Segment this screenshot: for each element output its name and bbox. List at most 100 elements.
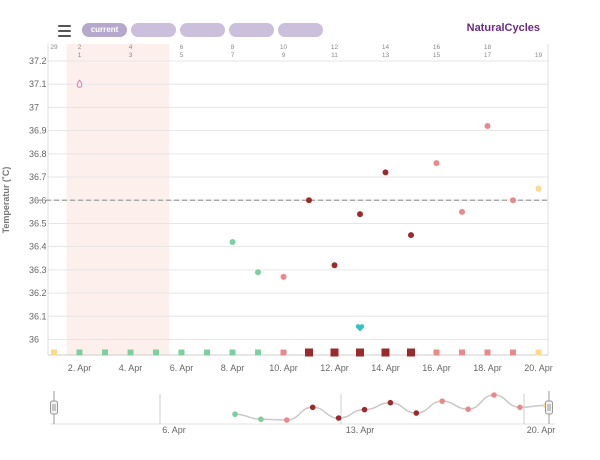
day-status-marker bbox=[102, 349, 108, 356]
navigator-point bbox=[232, 411, 238, 418]
y-tick-label: 36.2 bbox=[29, 288, 47, 298]
navigator-point bbox=[361, 406, 368, 413]
temperature-point bbox=[408, 232, 414, 239]
x-tick-label: 4. Apr bbox=[119, 363, 143, 373]
day-number-bottom: 3 bbox=[129, 52, 133, 59]
navigator-point bbox=[465, 406, 471, 413]
navigator-point bbox=[335, 415, 342, 421]
day-status-marker bbox=[76, 349, 83, 356]
y-tick-label: 36.4 bbox=[29, 242, 47, 252]
day-status-marker bbox=[484, 349, 491, 356]
temperature-point bbox=[382, 169, 389, 176]
cycle-tab-5[interactable] bbox=[278, 23, 323, 37]
day-number-bottom: 19 bbox=[535, 52, 543, 59]
cycle-tab-3[interactable] bbox=[180, 23, 225, 37]
mucus-drop-icon bbox=[76, 79, 83, 88]
temperature-point bbox=[280, 273, 287, 280]
day-status-marker bbox=[255, 349, 261, 356]
day-number-bottom: 7 bbox=[231, 52, 235, 59]
day-number-top: 10 bbox=[280, 44, 288, 51]
temperature-point bbox=[433, 160, 440, 167]
temperature-point bbox=[306, 197, 312, 204]
day-status-marker bbox=[356, 348, 364, 357]
day-status-marker bbox=[127, 349, 134, 356]
day-status-marker bbox=[535, 349, 542, 356]
day-number-top: 16 bbox=[433, 44, 441, 51]
day-number-bottom: 9 bbox=[282, 52, 286, 59]
navigator-handle-grip bbox=[545, 400, 553, 415]
navigator-label: 6. Apr bbox=[162, 425, 186, 435]
y-tick-label: 37.2 bbox=[29, 56, 47, 66]
day-number-top: 18 bbox=[484, 44, 492, 51]
y-tick-label: 37.1 bbox=[29, 79, 47, 89]
day-status-marker bbox=[433, 349, 440, 356]
navigator-handle-grip bbox=[50, 400, 58, 415]
day-number-bottom: 1 bbox=[78, 52, 82, 59]
temperature-point bbox=[357, 211, 363, 218]
brand-logo: NaturalCycles bbox=[466, 22, 540, 34]
menu-icon[interactable] bbox=[58, 25, 71, 37]
x-tick-label: 20. Apr bbox=[524, 363, 553, 373]
x-tick-label: 12. Apr bbox=[320, 363, 349, 373]
cycle-tab-2[interactable] bbox=[131, 23, 176, 37]
day-number-bottom: 11 bbox=[331, 52, 338, 59]
y-tick-label: 37 bbox=[29, 102, 39, 112]
day-status-marker bbox=[229, 349, 236, 356]
navigator-point bbox=[284, 417, 290, 423]
navigator-label: 20. Apr bbox=[527, 425, 556, 435]
day-number-top: 2 bbox=[78, 44, 82, 51]
day-status-marker bbox=[178, 349, 185, 356]
day-status-marker bbox=[305, 348, 313, 357]
x-tick-label: 16. Apr bbox=[422, 363, 451, 373]
navigator-series-line bbox=[234, 394, 546, 421]
day-status-marker bbox=[381, 348, 390, 357]
temperature-point bbox=[535, 185, 542, 192]
temperature-point bbox=[255, 269, 261, 276]
temperature-point bbox=[229, 239, 236, 246]
x-tick-label: 2. Apr bbox=[68, 363, 92, 373]
cycle-tab-current[interactable]: current bbox=[82, 23, 127, 37]
navigator-point bbox=[387, 399, 394, 406]
day-status-marker bbox=[510, 349, 516, 356]
x-tick-label: 8. Apr bbox=[221, 363, 245, 373]
ovulation-heart-icon bbox=[355, 324, 365, 332]
temperature-point bbox=[484, 122, 491, 129]
day-status-marker bbox=[280, 349, 287, 356]
navigator-point bbox=[413, 410, 420, 416]
x-tick-label: 10. Apr bbox=[269, 363, 298, 373]
y-tick-label: 36.6 bbox=[29, 195, 47, 205]
y-tick-label: 36.5 bbox=[29, 218, 47, 228]
navigator-point bbox=[517, 404, 523, 411]
y-tick-label: 36.1 bbox=[29, 311, 47, 321]
day-number-top: 29 bbox=[50, 44, 58, 51]
navigator-handle-left[interactable] bbox=[50, 391, 58, 424]
day-number-top: 8 bbox=[231, 44, 235, 51]
x-tick-label: 18. Apr bbox=[473, 363, 502, 373]
day-status-marker bbox=[459, 349, 465, 356]
navigator-handle-right[interactable] bbox=[545, 391, 553, 424]
day-number-bottom: 13 bbox=[382, 52, 390, 59]
y-tick-label: 36.9 bbox=[29, 126, 47, 136]
day-number-top: 6 bbox=[180, 44, 184, 51]
day-status-marker bbox=[204, 349, 210, 356]
day-status-marker bbox=[153, 349, 159, 356]
day-status-marker bbox=[330, 348, 339, 357]
navigator-point bbox=[491, 392, 497, 398]
y-tick-label: 36.3 bbox=[29, 265, 47, 275]
temperature-point bbox=[459, 208, 465, 215]
day-number-top: 12 bbox=[331, 44, 339, 51]
day-status-marker bbox=[51, 349, 57, 356]
y-tick-label: 36.8 bbox=[29, 149, 47, 159]
navigator-point bbox=[309, 404, 316, 411]
day-number-bottom: 5 bbox=[180, 52, 184, 59]
temperature-point bbox=[510, 197, 516, 204]
y-tick-label: 36.7 bbox=[29, 172, 47, 182]
navigator-label: 13. Apr bbox=[346, 425, 375, 435]
y-axis-title: Temperatur (˚C) bbox=[1, 167, 11, 234]
day-number-top: 4 bbox=[129, 44, 133, 51]
x-tick-label: 14. Apr bbox=[371, 363, 400, 373]
navigator-point bbox=[439, 398, 446, 404]
cycle-tab-4[interactable] bbox=[229, 23, 274, 37]
